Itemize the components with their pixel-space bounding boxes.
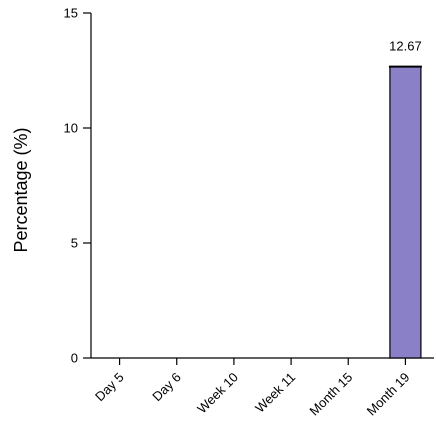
bar (389, 65, 422, 359)
y-tick-label: 15 (64, 6, 78, 21)
y-tick-label: 10 (64, 121, 78, 136)
x-tick-label: Day 6 (149, 370, 184, 405)
data-label: 12.67 (389, 39, 422, 54)
bars: 12.67 (388, 39, 422, 359)
y-tick-label: 0 (71, 351, 78, 366)
x-axis: Day 5 Day 6 Week 10 Week 11 Month 15 Month 19 (91, 357, 434, 419)
y-tick-label: 5 (71, 236, 78, 251)
y-axis: 0 5 10 15 (64, 6, 92, 366)
x-tick-label: Month 19 (364, 370, 413, 419)
y-axis-title: Percentage (%) (11, 127, 31, 252)
x-tick-label: Week 10 (194, 370, 241, 417)
x-tick-label: Day 5 (92, 370, 127, 405)
x-tick-label: Month 15 (306, 370, 355, 419)
x-tick-label: Week 11 (252, 370, 298, 416)
